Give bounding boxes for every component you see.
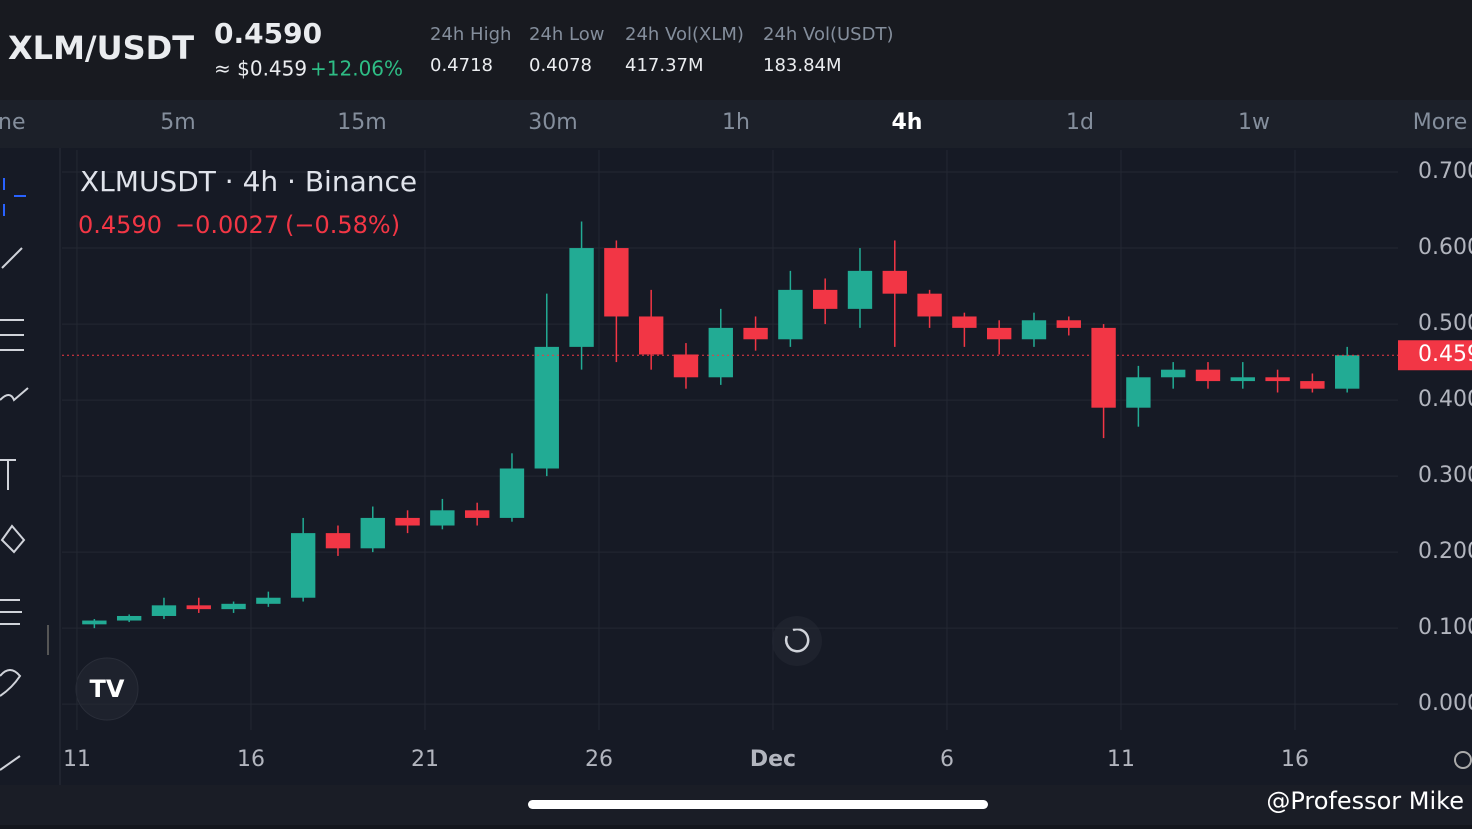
timeframe[interactable]: ne bbox=[0, 110, 25, 135]
candle-body bbox=[1161, 369, 1186, 378]
candle-body bbox=[1126, 377, 1151, 408]
y-tick-label: 0.200 bbox=[1418, 539, 1472, 564]
candle-body bbox=[882, 270, 907, 294]
candle-body bbox=[221, 603, 246, 610]
usd-price: ≈ $0.459 bbox=[214, 57, 307, 81]
last-price-tag bbox=[1398, 340, 1472, 371]
y-tick-label: 0.300 bbox=[1418, 463, 1472, 488]
reset-icon bbox=[784, 627, 810, 653]
timeframe[interactable]: 1h bbox=[722, 110, 750, 135]
x-tick-label: 16 bbox=[1281, 747, 1309, 772]
candle-body bbox=[1300, 381, 1325, 389]
x-tick-label: 26 bbox=[585, 747, 613, 772]
candle-body bbox=[534, 346, 559, 469]
candle-body bbox=[151, 605, 177, 616]
x-tick-label: Dec bbox=[750, 747, 796, 772]
chart-bg bbox=[0, 148, 1472, 785]
candle-body bbox=[1195, 369, 1221, 382]
y-tick-label: 0.600 bbox=[1418, 235, 1472, 260]
timeframe[interactable]: 4h bbox=[892, 110, 923, 135]
candle-body bbox=[360, 517, 385, 549]
home-indicator bbox=[528, 800, 988, 809]
stat-value: 0.4718 bbox=[430, 55, 493, 76]
legend-close: 0.4590 bbox=[78, 211, 162, 239]
change: +12.06% bbox=[310, 57, 403, 81]
x-tick-label: 16 bbox=[237, 747, 265, 772]
y-tick-label: 0.500 bbox=[1418, 311, 1472, 336]
candle-body bbox=[638, 316, 664, 355]
candle-body bbox=[987, 327, 1012, 340]
candle-body bbox=[499, 468, 525, 518]
stat-value: 0.4078 bbox=[529, 55, 592, 76]
timeframe[interactable]: 1w bbox=[1238, 110, 1270, 135]
header-bg bbox=[0, 0, 1472, 100]
y-tick-label: 0.400 bbox=[1418, 387, 1472, 412]
stat-value: 417.37M bbox=[625, 55, 704, 76]
candle-body bbox=[604, 248, 629, 317]
candle-body bbox=[290, 533, 316, 598]
candle-body bbox=[464, 510, 490, 518]
candle-body bbox=[1230, 377, 1255, 382]
y-tick-label: 0.700 bbox=[1418, 159, 1472, 184]
timeframe[interactable]: 30m bbox=[528, 110, 577, 135]
candle-body bbox=[812, 289, 838, 309]
x-tick-label: 11 bbox=[1107, 747, 1135, 772]
candle-body bbox=[673, 354, 699, 378]
candle-body bbox=[1265, 377, 1290, 382]
pair: XLM/USDT bbox=[8, 29, 194, 67]
candle-body bbox=[569, 248, 594, 347]
candle-body bbox=[1021, 320, 1047, 340]
candle-body bbox=[778, 289, 803, 340]
candle-body bbox=[256, 597, 281, 604]
candle-body bbox=[325, 533, 351, 549]
stat-label: 24h Vol(USDT) bbox=[763, 24, 893, 45]
stat-label: 24h Low bbox=[529, 24, 604, 45]
y-tick-label: 0.000 bbox=[1418, 691, 1472, 716]
legend-change-pct: (−0.58%) bbox=[285, 211, 400, 239]
price: 0.4590 bbox=[214, 17, 322, 50]
reset-button[interactable] bbox=[772, 616, 822, 666]
candle-body bbox=[1091, 327, 1116, 408]
stat-label: 24h High bbox=[430, 24, 511, 45]
candle-body bbox=[847, 270, 873, 309]
candle-body bbox=[952, 316, 977, 328]
y-tick-label: 0.100 bbox=[1418, 615, 1472, 640]
x-tick-label: 6 bbox=[940, 747, 954, 772]
timeframe[interactable]: 15m bbox=[337, 110, 386, 135]
candle-body bbox=[82, 620, 107, 625]
watermark: @Professor Mike bbox=[1266, 787, 1464, 815]
candle-body bbox=[743, 327, 768, 340]
timeframe[interactable]: 5m bbox=[160, 110, 195, 135]
legend-change: −0.0027 bbox=[175, 211, 279, 239]
x-tick-label: 11 bbox=[63, 747, 91, 772]
last-price-label: 0.459 bbox=[1418, 342, 1472, 367]
x-tick-label: 21 bbox=[411, 747, 439, 772]
stat-value: 183.84M bbox=[763, 55, 842, 76]
chart-title: XLMUSDT · 4h · Binance bbox=[80, 165, 417, 198]
candle-body bbox=[116, 615, 142, 621]
tv-logo-text: TV bbox=[90, 675, 125, 703]
candle-body bbox=[395, 517, 420, 526]
candle-body bbox=[430, 510, 455, 526]
candle-body bbox=[708, 327, 733, 378]
timeframe-bar bbox=[0, 100, 1472, 148]
timeframe[interactable]: More bbox=[1413, 110, 1468, 135]
candle-body bbox=[186, 605, 211, 610]
candle-body bbox=[1335, 355, 1360, 389]
candle-body bbox=[1056, 320, 1081, 328]
toolbar-icons bbox=[0, 178, 1472, 771]
timeframe[interactable]: 1d bbox=[1066, 110, 1094, 135]
candle-body bbox=[917, 293, 942, 317]
stat-label: 24h Vol(XLM) bbox=[625, 24, 744, 45]
